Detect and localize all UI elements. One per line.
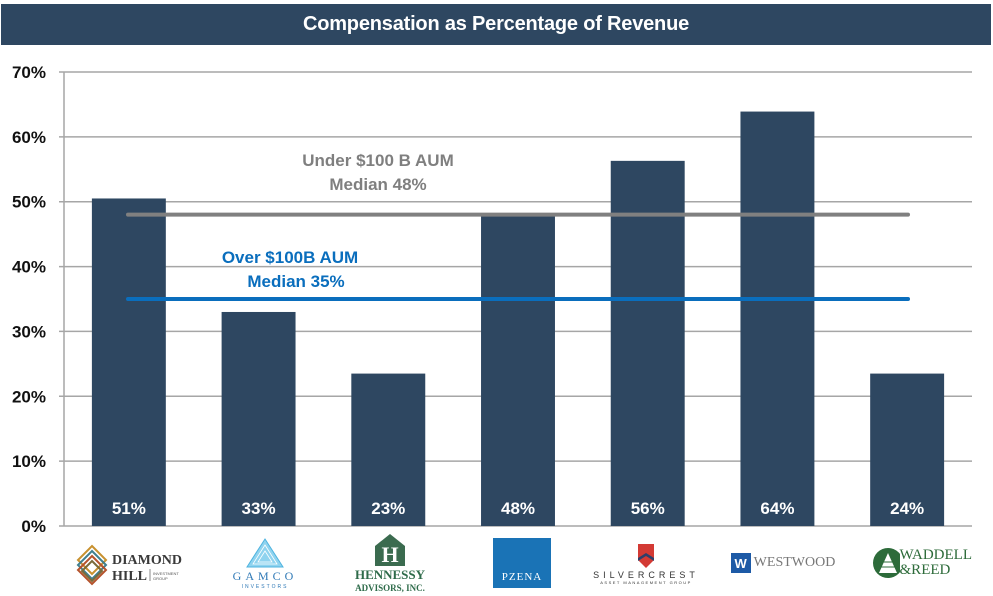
svg-text:H: H: [381, 542, 398, 567]
y-tick-label: 10%: [12, 452, 46, 471]
y-tick-label: 0%: [21, 517, 46, 536]
gamco-sub: INVESTORS: [241, 583, 289, 590]
logo-waddell-reed: WADDELL &REED: [872, 532, 972, 594]
y-tick-label: 30%: [12, 322, 46, 341]
svg-text:INVESTMENT: INVESTMENT: [153, 571, 179, 576]
waddell-tree-icon: [873, 548, 900, 578]
bar-data-label: 56%: [631, 499, 665, 518]
bar-1: [91, 198, 166, 526]
logo-gamco: GAMCO INVESTORS: [220, 532, 310, 594]
under-median-label-line1: Under $100 B AUM: [302, 151, 453, 170]
bar-6: [740, 111, 815, 526]
bar-data-label: 64%: [760, 499, 794, 518]
bar-5: [610, 160, 685, 526]
westwood-name: WESTWOOD: [753, 555, 836, 570]
bar-data-label: 51%: [112, 499, 146, 518]
waddell-line2: &REED: [899, 562, 951, 578]
y-tick-label: 60%: [12, 128, 46, 147]
logo-pzena: PZENA: [490, 532, 554, 594]
pzena-name: PZENA: [501, 571, 543, 583]
bar-2: [221, 311, 296, 526]
hennessy-house-icon: H: [375, 534, 405, 567]
bar-data-label: 24%: [890, 499, 924, 518]
diamond-hill-line2: HILL: [112, 569, 147, 584]
bar-4: [481, 214, 555, 526]
over-median-label-line1: Over $100B AUM: [222, 248, 358, 267]
bar-7: [870, 373, 945, 526]
bar-3: [351, 373, 426, 526]
waddell-line1: WADDELL: [899, 547, 972, 563]
logo-hennessy: H HENNESSY ADVISORS, INC.: [340, 532, 440, 594]
bar-data-label: 33%: [242, 499, 276, 518]
y-tick-label: 50%: [12, 193, 46, 212]
chart-title: Compensation as Percentage of Revenue: [1, 4, 991, 45]
logo-silvercrest: SILVERCREST ASSET MANAGEMENT GROUP: [590, 532, 702, 594]
silvercrest-sub: ASSET MANAGEMENT GROUP: [600, 579, 692, 585]
gamco-name: GAMCO: [232, 568, 298, 583]
bar-data-label: 48%: [501, 499, 535, 518]
gamco-triangle-icon: [246, 537, 284, 567]
silvercrest-shield-icon: [638, 543, 654, 568]
diamond-hill-line1: DIAMOND: [112, 553, 182, 568]
y-tick-label: 20%: [12, 387, 46, 406]
under-median-label-line2: Median 48%: [329, 175, 426, 194]
diamond-hill-logo-icon: DIAMOND HILL INVESTMENT GROUP: [76, 544, 182, 586]
logo-diamond-hill: DIAMOND HILL INVESTMENT GROUP: [72, 532, 190, 594]
silvercrest-name: SILVERCREST: [593, 569, 699, 580]
hennessy-sub: ADVISORS, INC.: [355, 583, 425, 593]
logo-westwood: W WESTWOOD: [722, 532, 844, 594]
hennessy-name: HENNESSY: [354, 567, 426, 582]
y-tick-label: 40%: [12, 258, 46, 277]
svg-text:GROUP: GROUP: [153, 576, 168, 581]
bar-data-label: 23%: [371, 499, 405, 518]
westwood-w-icon: W: [730, 553, 751, 573]
over-median-label-line2: Median 35%: [247, 272, 344, 291]
y-tick-label: 70%: [12, 63, 46, 82]
